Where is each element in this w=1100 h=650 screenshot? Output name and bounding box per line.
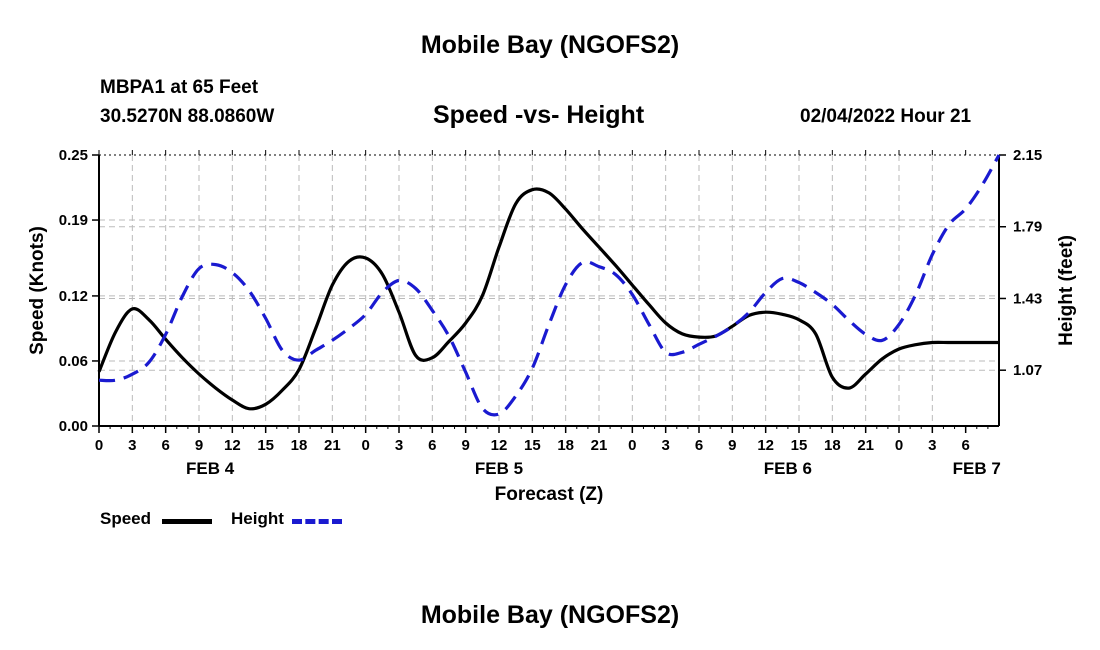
x-tick-label: 9 (195, 437, 203, 454)
y2-tick-label: 2.15 (1013, 147, 1042, 164)
x-tick-label: 3 (395, 437, 403, 454)
forecast-timestamp: 02/04/2022 Hour 21 (800, 106, 972, 127)
legend-height-swatch (292, 519, 342, 524)
x-tick-label: 18 (291, 437, 308, 454)
x-tick-label: 0 (628, 437, 636, 454)
day-label: FEB 4 (186, 459, 235, 478)
chart-subtitle: Speed -vs- Height (433, 101, 645, 129)
x-tick-label: 3 (128, 437, 136, 454)
x-tick-label: 3 (928, 437, 936, 454)
legend-speed-label: Speed (100, 509, 152, 528)
y2-tick-label: 1.79 (1013, 219, 1042, 236)
station-label: MBPA1 at 65 Feet (100, 77, 259, 98)
x-tick-label: 9 (728, 437, 736, 454)
x-tick-label: 6 (428, 437, 436, 454)
y2-tick-label: 1.07 (1013, 362, 1042, 379)
y-tick-label: 0.06 (59, 353, 88, 370)
day-label: FEB 7 (953, 459, 1001, 478)
x-tick-label: 12 (757, 437, 774, 454)
y-axis-title: Speed (Knots) (27, 226, 48, 355)
legend-height-label: Height (231, 509, 284, 528)
y-tick-label: 0.19 (59, 212, 88, 229)
y-tick-label: 0.12 (59, 288, 88, 305)
x-tick-label: 15 (791, 437, 808, 454)
station-coordinates: 30.5270N 88.0860W (100, 106, 275, 127)
footer-title: Mobile Bay (NGOFS2) (420, 601, 680, 629)
x-tick-label: 6 (161, 437, 169, 454)
x-tick-label: 12 (224, 437, 241, 454)
x-tick-label: 3 (661, 437, 669, 454)
day-label: FEB 5 (475, 459, 523, 478)
legend-speed-swatch (162, 519, 212, 524)
x-tick-label: 9 (461, 437, 469, 454)
y-tick-label: 0.25 (59, 147, 88, 164)
x-axis-title: Forecast (Z) (495, 484, 604, 505)
y2-tick-label: 1.43 (1013, 290, 1042, 307)
x-tick-label: 15 (524, 437, 541, 454)
y-tick-label: 0.00 (59, 418, 88, 435)
x-tick-label: 0 (361, 437, 369, 454)
x-tick-label: 15 (257, 437, 274, 454)
x-tick-label: 6 (695, 437, 703, 454)
x-tick-label: 21 (591, 437, 608, 454)
x-tick-label: 6 (961, 437, 969, 454)
x-tick-label: 18 (824, 437, 841, 454)
x-tick-label: 12 (491, 437, 508, 454)
x-tick-label: 0 (895, 437, 903, 454)
chart-title: Mobile Bay (NGOFS2) (420, 31, 680, 59)
speed-series-line (97, 187, 999, 411)
x-tick-label: 18 (557, 437, 574, 454)
x-tick-label: 0 (95, 437, 103, 454)
x-tick-label: 21 (857, 437, 874, 454)
x-tick-label: 21 (324, 437, 341, 454)
day-label: FEB 6 (764, 459, 812, 478)
y2-axis-title: Height (feet) (1056, 235, 1077, 346)
speed-height-chart: 0 3 6 9 12 15 18 21 0 3 6 9 12 15 18 21 0 3 6 9 12 15 18 21 0 3 6 0… (27, 147, 1077, 505)
